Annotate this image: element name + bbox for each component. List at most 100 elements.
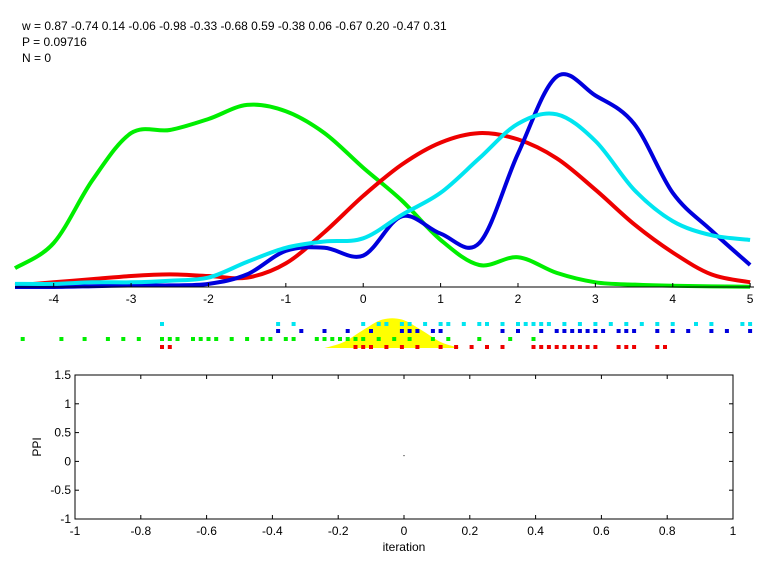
sample-dot bbox=[562, 345, 567, 349]
y-tick-label: -1 bbox=[60, 512, 71, 526]
sample-dot bbox=[260, 337, 265, 341]
sample-dot bbox=[531, 345, 536, 349]
x-tick-label: 0.8 bbox=[659, 524, 676, 538]
sample-dot bbox=[632, 329, 637, 333]
sample-dot bbox=[430, 329, 435, 333]
sample-dot bbox=[454, 345, 459, 349]
sample-dot bbox=[554, 329, 559, 333]
sample-dot bbox=[353, 337, 358, 341]
x-tick-label: 1 bbox=[730, 524, 737, 538]
y-axis-label: PPI bbox=[30, 437, 44, 456]
sample-dot bbox=[694, 322, 698, 326]
sample-dot bbox=[500, 345, 505, 349]
sample-dot bbox=[546, 322, 551, 326]
sample-dot bbox=[748, 322, 753, 326]
sample-dot bbox=[516, 329, 520, 333]
sample-dot bbox=[136, 337, 141, 341]
sample-dot bbox=[399, 345, 404, 349]
sample-dot bbox=[577, 345, 582, 349]
sample-dot bbox=[655, 329, 660, 333]
sample-dot bbox=[562, 329, 567, 333]
sample-dot bbox=[523, 322, 528, 326]
sample-dot bbox=[229, 337, 234, 341]
sample-dot bbox=[655, 345, 660, 349]
sample-dot bbox=[245, 337, 250, 341]
sample-dot bbox=[748, 329, 753, 333]
sample-dot bbox=[577, 329, 582, 333]
sample-dot bbox=[415, 345, 420, 349]
sample-dot bbox=[570, 329, 575, 333]
sample-dot bbox=[167, 345, 172, 349]
sample-dot bbox=[593, 345, 598, 349]
sample-dot bbox=[461, 322, 466, 326]
sample-dot bbox=[291, 337, 296, 341]
sample-dot bbox=[415, 329, 420, 333]
p-value-text: P = 0.09716 bbox=[22, 35, 87, 49]
sample-dot bbox=[160, 322, 164, 326]
x-tick-label: -2 bbox=[203, 292, 214, 306]
x-tick-label: -0.6 bbox=[196, 524, 217, 538]
sample-dot bbox=[724, 329, 729, 333]
sample-dot bbox=[361, 345, 366, 349]
sample-dot bbox=[407, 337, 412, 341]
x-tick-label: 0 bbox=[401, 524, 408, 538]
sample-dot bbox=[624, 345, 629, 349]
sample-dot bbox=[531, 337, 536, 341]
x-tick-label: 2 bbox=[515, 292, 522, 306]
sample-dot bbox=[531, 322, 536, 326]
sample-dot bbox=[82, 337, 87, 341]
sample-dot bbox=[59, 337, 64, 341]
sample-dot bbox=[384, 345, 389, 349]
weights-text: w = 0.87 -0.74 0.14 -0.06 -0.98 -0.33 -0… bbox=[21, 19, 447, 33]
density-curve-2 bbox=[14, 131, 751, 288]
sample-dot bbox=[314, 337, 319, 341]
sample-dot bbox=[585, 329, 590, 333]
sample-dot bbox=[322, 337, 327, 341]
sample-dot bbox=[338, 337, 342, 341]
sample-dot bbox=[477, 337, 482, 341]
sample-dot bbox=[639, 322, 644, 326]
sample-dot bbox=[361, 322, 366, 326]
x-tick-label: 0.4 bbox=[527, 524, 544, 538]
sample-dot bbox=[740, 322, 745, 326]
x-tick-label: 5 bbox=[747, 292, 754, 306]
x-tick-label: 0 bbox=[360, 292, 367, 306]
x-tick-label: -1 bbox=[70, 524, 81, 538]
sample-dot bbox=[160, 345, 164, 349]
y-tick-label: 1.5 bbox=[54, 368, 71, 382]
sample-dot bbox=[361, 337, 366, 341]
sample-dot bbox=[345, 329, 350, 333]
sample-dot bbox=[446, 337, 451, 341]
sample-dot bbox=[562, 322, 567, 326]
sample-dot bbox=[593, 329, 598, 333]
sample-dot bbox=[191, 337, 195, 341]
density-plot: -4 -3 -2 -1 0 1 2 3 4 5 bbox=[13, 72, 754, 349]
sample-dot bbox=[539, 322, 544, 326]
sample-dot bbox=[485, 322, 489, 326]
sample-dot bbox=[670, 322, 675, 326]
sample-dot bbox=[438, 345, 443, 349]
sample-dot bbox=[539, 345, 544, 349]
data-point bbox=[403, 455, 405, 457]
sample-dot bbox=[632, 345, 637, 349]
sample-dot bbox=[276, 329, 281, 333]
sample-dot bbox=[214, 337, 219, 341]
x-tick-label: 1 bbox=[437, 292, 444, 306]
sample-dot bbox=[345, 337, 350, 341]
sample-dot bbox=[709, 322, 714, 326]
sample-dot bbox=[268, 337, 273, 341]
sample-dot bbox=[105, 337, 110, 341]
sample-dot bbox=[407, 322, 412, 326]
sample-dot bbox=[392, 337, 397, 341]
sample-dot bbox=[167, 337, 172, 341]
sample-dot bbox=[616, 345, 621, 349]
sample-dot bbox=[577, 322, 582, 326]
sample-dot bbox=[276, 322, 281, 326]
x-tick-label: -0.8 bbox=[130, 524, 151, 538]
x-tick-label: 4 bbox=[669, 292, 676, 306]
sample-dot bbox=[20, 337, 25, 341]
sample-dot bbox=[399, 329, 404, 333]
x-tick-label: -1 bbox=[281, 292, 292, 306]
x-tick-label: -0.4 bbox=[262, 524, 283, 538]
y-tick-label: 0.5 bbox=[54, 426, 71, 440]
